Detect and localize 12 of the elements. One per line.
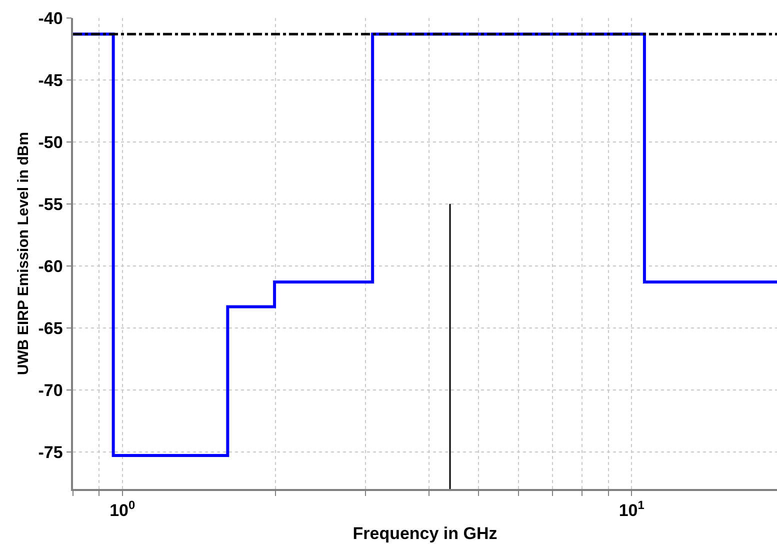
y-tick-label: -55 xyxy=(38,194,63,214)
y-tick-label: -65 xyxy=(38,318,63,338)
x-tick-label: 10$^{1}$ xyxy=(618,498,645,520)
y-tick-label: -75 xyxy=(38,442,63,462)
y-tick-label: -50 xyxy=(38,132,63,152)
x-tick-label: 10$^{0}$ xyxy=(110,498,136,520)
y-tick-label: -70 xyxy=(38,380,63,400)
y-tick-label: -60 xyxy=(38,256,63,276)
y-tick-label: -45 xyxy=(38,70,63,90)
y-axis-title: UWB EIRP Emission Level in dBm xyxy=(15,132,32,376)
y-tick-label: -40 xyxy=(38,8,63,28)
x-axis-title: Frequency in GHz xyxy=(352,524,498,544)
